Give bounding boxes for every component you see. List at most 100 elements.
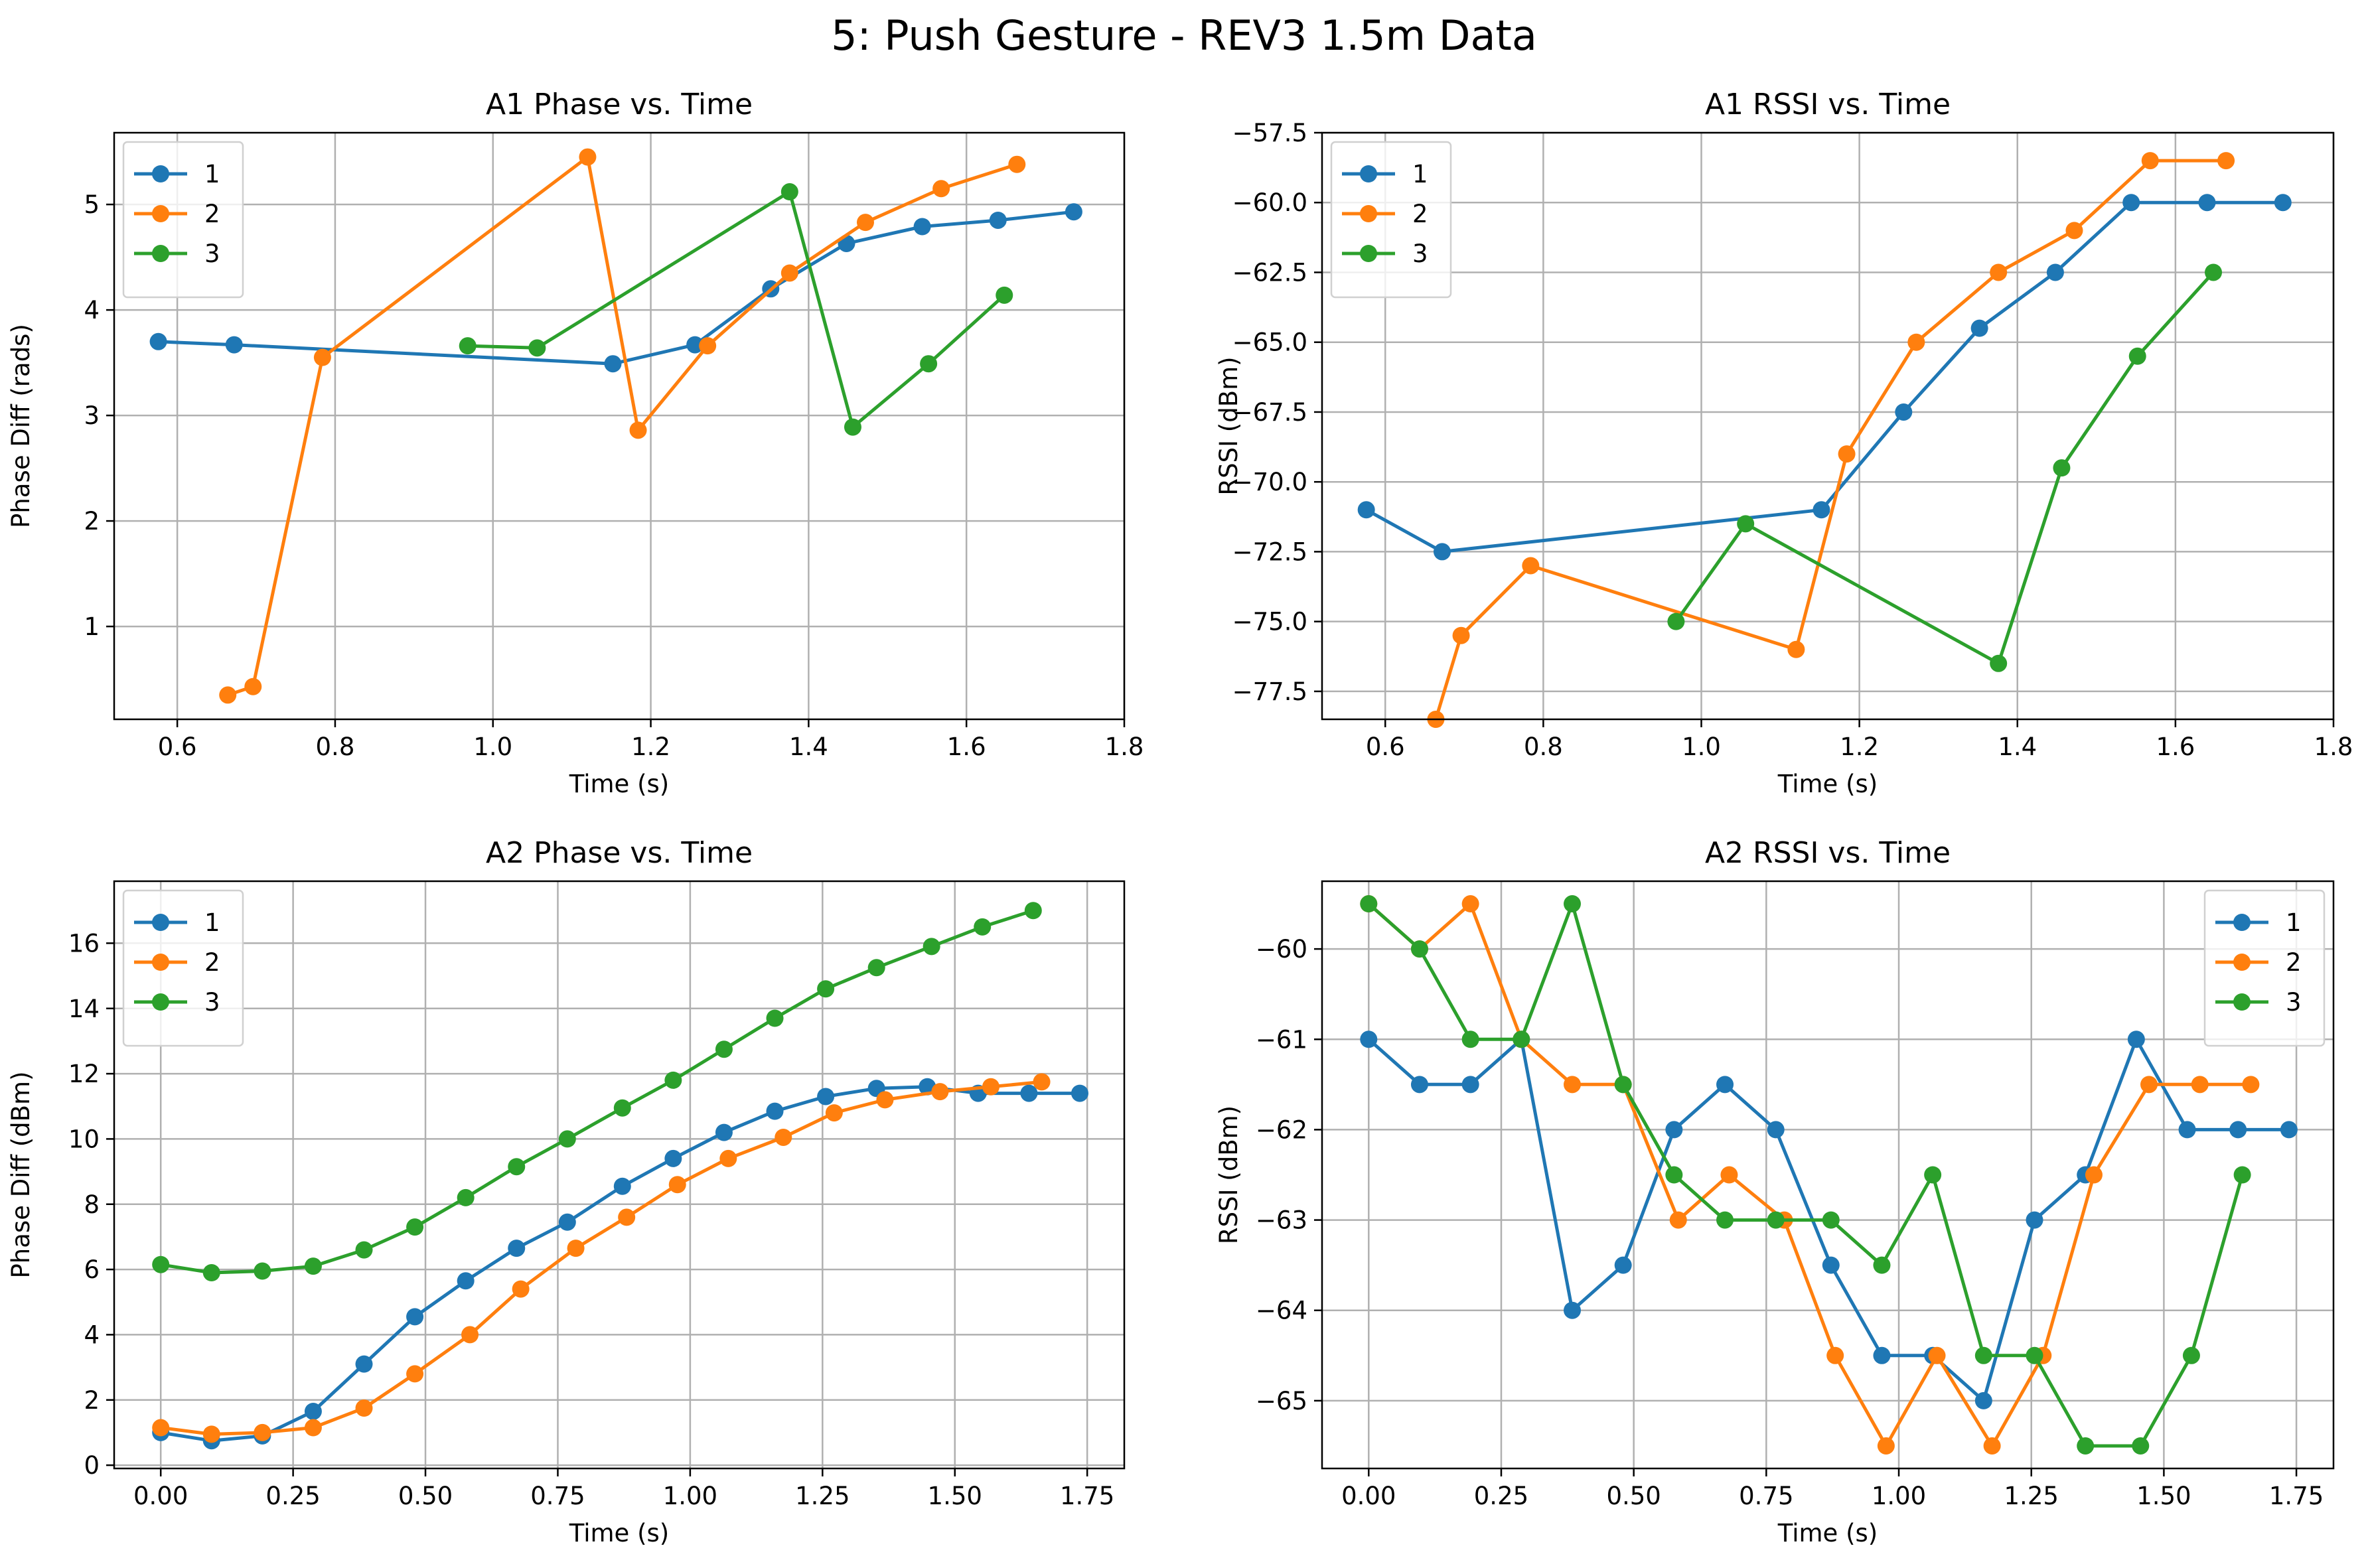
data-point	[355, 1241, 373, 1259]
data-point	[1433, 543, 1451, 561]
legend-label: 3	[2286, 988, 2302, 1017]
x-tick-label: 0.6	[158, 733, 197, 761]
data-point	[461, 1326, 479, 1344]
data-point	[567, 1240, 585, 1257]
series-3	[1667, 263, 2223, 672]
x-axis-label: Time (s)	[1777, 1519, 1878, 1547]
legend-label: 2	[2286, 948, 2302, 977]
series-2	[1427, 152, 2235, 728]
data-point	[304, 1402, 322, 1420]
data-point	[2233, 1166, 2251, 1184]
y-tick-label: −57.5	[1232, 119, 1307, 147]
legend-frame	[1330, 141, 1452, 299]
y-tick-label: 8	[84, 1190, 100, 1219]
data-point	[313, 348, 331, 366]
data-point	[664, 1149, 682, 1167]
series-2	[152, 1073, 1051, 1443]
x-tick-label: 1.00	[663, 1482, 717, 1510]
data-point	[2178, 1121, 2196, 1139]
data-point	[1065, 203, 1082, 221]
data-point	[2198, 194, 2216, 212]
data-point	[1873, 1256, 1891, 1274]
legend-label: 2	[1412, 200, 1428, 228]
legend-marker	[152, 205, 169, 222]
legend-marker	[152, 914, 169, 931]
x-tick-label: 1.00	[1872, 1482, 1926, 1510]
data-point	[558, 1130, 576, 1148]
data-point	[1990, 654, 2008, 672]
grid	[1322, 131, 2335, 719]
data-point	[2127, 1031, 2145, 1048]
y-tick-label: −60.0	[1232, 188, 1307, 217]
x-tick-label: 1.50	[2136, 1482, 2191, 1510]
data-point	[1822, 1211, 1840, 1229]
data-point	[1983, 1437, 2001, 1455]
y-tick-label: −72.5	[1232, 537, 1307, 566]
data-point	[1008, 155, 1026, 173]
data-point	[2132, 1437, 2150, 1455]
data-point	[1024, 902, 1042, 920]
data-point	[1564, 895, 1582, 913]
data-point	[2191, 1076, 2209, 1094]
y-axis-label: RSSI (dBm)	[1215, 356, 1243, 495]
x-tick-label: 0.8	[316, 733, 355, 761]
chart-title: A1 RSSI vs. Time	[1705, 88, 1951, 121]
data-point	[1974, 1346, 1992, 1364]
data-point	[1360, 1031, 1378, 1048]
data-point	[1410, 940, 1428, 958]
axes-frame	[1321, 880, 2335, 1470]
y-axis-label: Phase Diff (dBm)	[7, 1071, 35, 1278]
data-point	[2229, 1121, 2247, 1139]
data-point	[2026, 1346, 2043, 1364]
data-point	[1461, 895, 1479, 913]
data-point	[528, 339, 546, 357]
data-point	[152, 1255, 170, 1273]
data-point	[1716, 1076, 1734, 1094]
data-point	[304, 1419, 322, 1437]
x-tick-label: 0.25	[265, 1482, 320, 1510]
subplot-a2-phase: 0.00 0.25 0.50 0.75 1.00 1.25 1.50 1.75 0 2 4 6 8 10 1…	[7, 836, 1126, 1547]
data-point	[920, 355, 938, 373]
data-point	[996, 286, 1013, 304]
legend-marker	[2233, 954, 2251, 971]
y-tick-label: 2	[84, 507, 100, 535]
data-point	[604, 355, 622, 373]
data-point	[1928, 1346, 1946, 1364]
data-point	[923, 938, 940, 956]
data-point	[1813, 501, 1830, 519]
data-point	[1360, 895, 1378, 913]
data-point	[2026, 1211, 2043, 1229]
axes-frame	[113, 131, 1126, 721]
legend-marker	[2233, 914, 2251, 931]
y-tick-label: 2	[84, 1386, 100, 1415]
data-point	[613, 1099, 631, 1117]
y-tick-label: −67.5	[1232, 398, 1307, 427]
data-point	[1410, 1076, 1428, 1094]
data-point	[715, 1123, 733, 1141]
data-point	[715, 1040, 733, 1058]
data-point	[2085, 1166, 2103, 1184]
series-2	[219, 148, 1026, 704]
data-point	[699, 337, 717, 355]
legend-marker	[152, 993, 169, 1011]
data-point	[686, 336, 704, 354]
data-point	[1357, 501, 1375, 519]
data-point	[1720, 1166, 1738, 1184]
legend-label: 3	[204, 240, 220, 268]
legend-marker	[152, 954, 169, 971]
data-point	[618, 1208, 636, 1226]
data-point	[1461, 1031, 1479, 1048]
data-point	[1614, 1256, 1632, 1274]
data-point	[2141, 152, 2159, 170]
x-axis-label: Time (s)	[569, 1519, 669, 1547]
legend-marker	[1360, 165, 1377, 182]
data-point	[1614, 1076, 1632, 1094]
data-point	[1838, 445, 1856, 463]
data-point	[1822, 1256, 1840, 1274]
y-tick-label: 14	[68, 995, 100, 1023]
data-point	[2053, 459, 2071, 477]
data-point	[974, 918, 992, 936]
subplot-a1-phase: 0.6 0.8 1.0 1.2 1.4 1.6 1.8 1 2 3 4 5 A1 Phase vs. T…	[7, 88, 1144, 798]
legend-marker	[1360, 245, 1377, 262]
